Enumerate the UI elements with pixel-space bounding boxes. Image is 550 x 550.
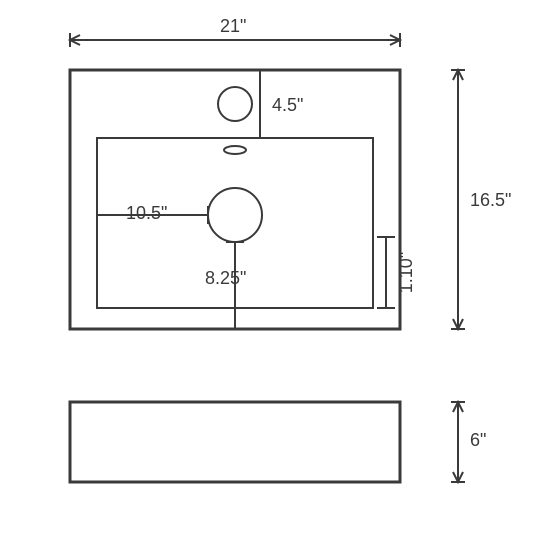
drawing-canvas: 21" 16.5" 4.5" 1.10" 10.5" 8.25" 6" — [0, 0, 550, 550]
dim-faucet-4-5: 4.5" — [272, 95, 303, 116]
dim-side-6: 6" — [470, 430, 486, 451]
dim-height-16-5: 16.5" — [470, 190, 511, 211]
dim-center-10-5: 10.5" — [126, 203, 167, 224]
dim-drain-8-25: 8.25" — [205, 268, 246, 289]
dim-offset-1-10: 1.10" — [396, 252, 417, 293]
drawing-svg — [0, 0, 550, 550]
dim-width-21: 21" — [220, 16, 246, 37]
